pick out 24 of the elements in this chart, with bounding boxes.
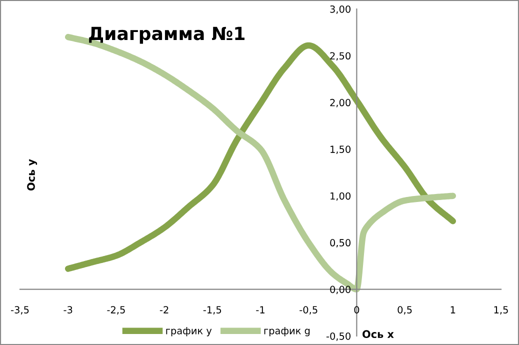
x-tick-label: -3 (64, 306, 72, 314)
y-tick-label: 3,00 (330, 5, 350, 14)
x-tick-label: -1 (256, 306, 264, 314)
x-tick-label: 0 (354, 306, 360, 314)
x-tick-label: -3,5 (10, 306, 29, 314)
y-tick-label: 2,50 (330, 52, 350, 61)
y-tick-label: -0,50 (326, 332, 350, 341)
y-tick-label: 0,00 (330, 286, 350, 294)
y-tick-label: 2,00 (330, 98, 350, 108)
x-tick-label: -2 (160, 306, 168, 314)
x-tick-label: 1 (450, 306, 456, 314)
x-tick-label: -0,5 (300, 306, 318, 314)
x-tick-label: 0,5 (398, 306, 412, 314)
legend-label: график g (264, 327, 310, 336)
text: Диаграмма №1 (89, 26, 244, 44)
y-tick-label: 1,00 (330, 192, 350, 201)
x-tick-label: 1,5 (494, 306, 508, 314)
y-tick-label: 1,50 (330, 146, 350, 154)
x-tick-label: -1,5 (203, 306, 222, 314)
x-tick-label: -2,5 (107, 306, 125, 314)
x-axis-title: Ось x (362, 330, 394, 338)
y-axis-title: Ось y (27, 159, 38, 190)
legend-label: график y (166, 327, 212, 336)
y-tick-label: 0,50 (330, 239, 350, 248)
